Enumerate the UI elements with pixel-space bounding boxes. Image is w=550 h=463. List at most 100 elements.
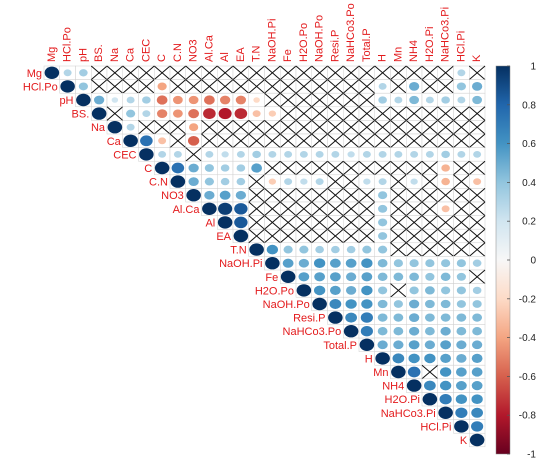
corr-circle	[456, 82, 466, 91]
corr-circle	[156, 109, 168, 118]
corr-circle	[329, 299, 342, 309]
corr-circle	[78, 82, 88, 91]
corr-circle	[234, 108, 248, 119]
corr-circle	[313, 285, 326, 296]
corr-circle	[425, 259, 435, 268]
cross-mark	[421, 79, 439, 94]
row-label: H	[365, 353, 373, 365]
corr-circle	[266, 244, 279, 255]
corr-circle	[410, 151, 419, 158]
corr-circle	[205, 151, 214, 158]
corr-circle	[158, 137, 167, 145]
corr-circle	[377, 313, 388, 322]
cross-mark	[437, 242, 454, 257]
diag-circle	[296, 284, 312, 297]
corr-circle	[345, 299, 357, 309]
corr-circle	[472, 313, 483, 322]
cross-mark	[358, 133, 376, 148]
cross-mark	[421, 133, 439, 148]
cross-mark	[201, 79, 218, 94]
cross-mark	[421, 174, 439, 189]
cross-mark	[327, 92, 344, 108]
corr-circle	[283, 245, 293, 254]
row-label: NaOH.Pi	[219, 258, 262, 270]
corr-circle	[63, 69, 72, 77]
cross-mark	[390, 133, 407, 148]
corr-circle	[236, 164, 246, 172]
cross-mark	[295, 79, 313, 94]
corr-circle	[142, 96, 151, 104]
corr-circle	[393, 272, 404, 281]
cross-mark	[295, 201, 313, 216]
cross-mark	[295, 228, 313, 244]
cross-mark	[453, 228, 470, 244]
row-label: T.N	[230, 245, 247, 257]
row-label: Al	[205, 217, 215, 229]
cross-mark	[468, 242, 486, 257]
cross-mark	[185, 147, 202, 162]
cross-mark	[390, 188, 407, 203]
diag-circle	[343, 325, 359, 338]
cross-mark	[421, 201, 439, 216]
cross-mark	[374, 133, 391, 148]
corr-circle	[456, 327, 467, 336]
corr-circle	[393, 327, 404, 336]
cross-mark	[327, 106, 344, 121]
corr-circle	[218, 108, 232, 120]
cross-mark	[295, 106, 313, 121]
corr-circle	[424, 299, 435, 309]
cross-mark	[311, 65, 328, 80]
row-label: HCl.Pi	[420, 421, 451, 433]
row-label: H2O.Po	[255, 285, 294, 297]
colorbar-tick-label: -0.6	[519, 372, 537, 383]
corr-circle	[299, 151, 308, 158]
cross-mark	[311, 133, 328, 148]
corr-circle	[393, 340, 404, 350]
cross-mark	[358, 188, 376, 203]
cross-mark	[90, 79, 108, 94]
cross-mark	[311, 228, 328, 244]
corr-circle	[235, 190, 247, 200]
corr-circle	[440, 272, 451, 281]
corr-circle	[473, 178, 482, 185]
corr-circle	[329, 258, 341, 268]
col-label: NaOH.Pi	[266, 19, 278, 62]
row-label: Mn	[373, 367, 388, 379]
row-label: Resi.P	[293, 313, 325, 325]
corr-circle	[471, 407, 483, 418]
cross-mark	[106, 65, 124, 80]
cross-mark	[295, 160, 313, 176]
cross-mark	[405, 188, 423, 203]
diag-circle	[249, 243, 264, 256]
corr-circle	[392, 353, 405, 364]
corr-circle	[440, 353, 452, 363]
corr-circle	[409, 95, 420, 105]
corr-circle	[471, 421, 484, 432]
cross-mark	[311, 188, 328, 203]
corr-circle	[472, 259, 482, 267]
col-label: T.N	[251, 45, 263, 62]
cross-mark	[405, 106, 423, 121]
cross-mark	[264, 79, 281, 94]
cross-mark	[248, 120, 265, 135]
cross-mark	[421, 228, 439, 244]
diag-circle	[328, 311, 343, 324]
cross-mark	[342, 228, 360, 244]
cross-mark	[185, 65, 202, 80]
diag-circle	[375, 352, 390, 365]
diag-circle	[139, 148, 154, 161]
corr-circle	[378, 151, 387, 158]
cross-mark	[264, 228, 281, 244]
cross-mark	[453, 133, 470, 148]
cross-mark	[279, 201, 297, 216]
corr-circle	[378, 245, 388, 254]
corr-circle	[471, 340, 483, 350]
corr-circle	[142, 110, 151, 117]
cross-mark	[437, 120, 454, 135]
corr-circle	[361, 258, 373, 269]
cross-mark	[405, 201, 423, 216]
cross-mark	[295, 92, 313, 108]
diag-circle	[265, 257, 280, 270]
cross-mark	[264, 160, 281, 176]
col-label: Mg	[46, 47, 58, 62]
